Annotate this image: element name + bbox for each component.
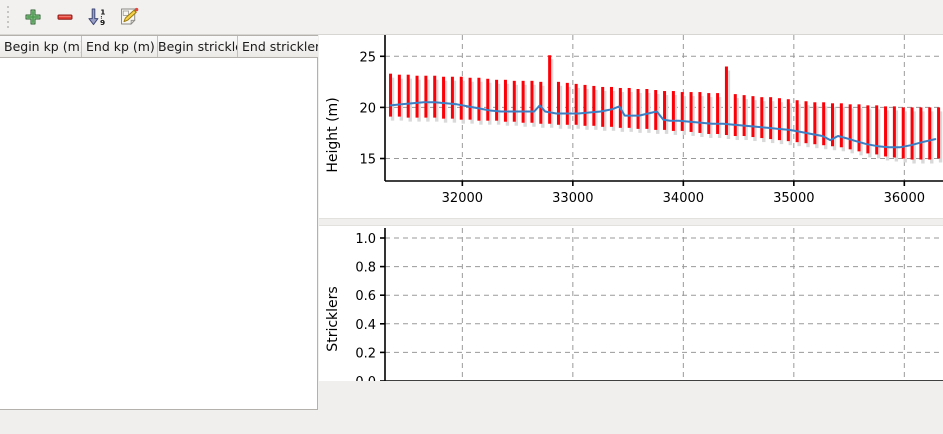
left-bottom-filler [0,411,319,434]
column-header-end-strickler[interactable]: End strickler [238,36,318,57]
height-ytick-0: 15 [359,153,376,168]
edit-button[interactable] [113,1,145,33]
chart-stack: 15 20 25 32000 33000 34000 35000 36000 Height (… [319,35,943,434]
table-header-row: Begin kp (m) End kp (m) Begin strickle E… [0,36,318,58]
sort-button[interactable]: 1 9 [81,1,113,33]
height-xtick-2: 34000 [663,191,704,206]
height-ytick-1: 20 [359,101,376,116]
stricklers-ytick-1: 0.2 [355,346,376,361]
toolbar: 1 9 [0,0,943,35]
plus-icon [25,9,41,25]
note-edit-icon [121,7,139,25]
minus-icon [57,14,73,20]
chart-splitter[interactable] [319,218,943,226]
svg-text:9: 9 [100,18,105,27]
height-xtick-0: 32000 [442,191,483,206]
height-chart-ticklabels: 15 20 25 32000 33000 34000 35000 36000 [359,50,925,206]
chart-bottom-filler [319,381,943,434]
sort-ascending-icon: 1 9 [88,7,105,27]
toolbar-drag-handle[interactable] [3,5,13,29]
height-chart-line [389,101,937,149]
stricklers-chart-gridlines [385,228,943,381]
stricklers-chart-axes [380,228,943,386]
svg-text:1: 1 [100,7,105,16]
column-header-begin-strickler[interactable]: Begin strickle [158,36,238,57]
height-chart-canvas[interactable]: 15 20 25 32000 33000 34000 35000 36000 Height (… [319,35,943,218]
stricklers-chart-ylabel: Stricklers [325,286,341,351]
height-ytick-2: 25 [359,50,376,65]
height-chart-axes [380,35,943,186]
table-body[interactable] [0,58,317,409]
column-header-begin-kp[interactable]: Begin kp (m) [0,36,82,57]
stricklers-chart-ticklabels: 0.00.20.40.60.81.03200033000340003500036… [355,232,925,406]
column-header-end-kp[interactable]: End kp (m) [82,36,158,57]
height-chart-errorbars [389,55,941,160]
stricklers-ytick-2: 0.4 [355,318,376,333]
height-xtick-1: 33000 [552,191,593,206]
height-xtick-4: 36000 [884,191,925,206]
parameters-table: Begin kp (m) End kp (m) Begin strickle E… [0,35,318,410]
stricklers-ytick-3: 0.6 [355,289,376,304]
remove-row-button[interactable] [49,1,81,33]
height-chart: 15 20 25 32000 33000 34000 35000 36000 Height (… [319,35,943,218]
stricklers-ytick-4: 0.8 [355,261,376,276]
height-xtick-3: 35000 [773,191,814,206]
height-chart-ylabel: Height (m) [325,97,341,172]
stricklers-ytick-5: 1.0 [355,232,376,247]
add-row-button[interactable] [17,1,49,33]
